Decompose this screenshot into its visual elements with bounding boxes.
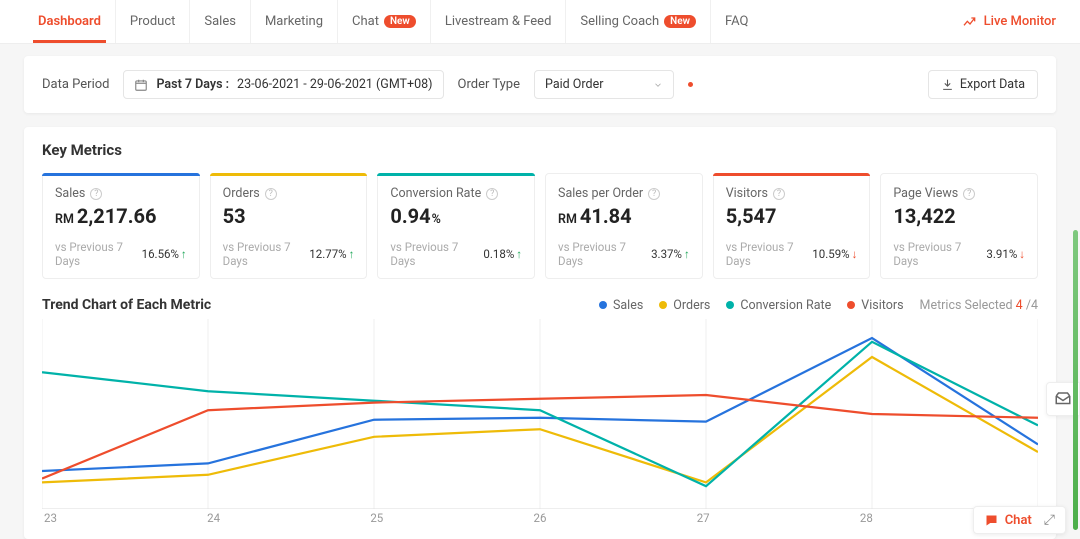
metric-value: RM41.84: [558, 204, 690, 228]
metric-compare: vs Previous 7 Days16.56%↑: [55, 240, 187, 268]
nav-item-faq[interactable]: FAQ: [711, 0, 762, 43]
legend-item-conversion-rate[interactable]: Conversion Rate: [726, 298, 831, 313]
top-nav: DashboardProductSalesMarketingChatNewLiv…: [0, 0, 1080, 44]
metrics-selected: Metrics Selected 4 /4: [920, 298, 1038, 313]
nav-item-chat[interactable]: ChatNew: [338, 0, 431, 43]
trend-x-axis: 23242526272829: [42, 511, 1038, 525]
metric-value: RM2,217.66: [55, 204, 187, 228]
export-label: Export Data: [960, 77, 1025, 92]
filter-panel: Data Period Past 7 Days : 23-06-2021 - 2…: [24, 56, 1056, 113]
help-icon[interactable]: ?: [773, 188, 785, 200]
scrollbar[interactable]: [1073, 230, 1078, 530]
metric-value: 0.94%: [390, 204, 522, 228]
nav-item-dashboard[interactable]: Dashboard: [24, 0, 116, 43]
arrow-up-icon: ↑: [516, 247, 522, 261]
metric-compare: vs Previous 7 Days3.37%↑: [558, 240, 690, 268]
chat-label: Chat: [1005, 513, 1032, 528]
nav-item-product[interactable]: Product: [116, 0, 190, 43]
help-icon[interactable]: ?: [963, 188, 975, 200]
metric-label: Sales per Order?: [558, 186, 690, 201]
help-icon[interactable]: ?: [486, 188, 498, 200]
metric-compare: vs Previous 7 Days0.18%↑: [390, 240, 522, 268]
metric-label: Sales?: [55, 186, 187, 201]
x-tick: 24: [207, 511, 220, 525]
new-badge: New: [664, 15, 696, 28]
metric-label: Page Views?: [893, 186, 1025, 201]
arrow-up-icon: ↑: [349, 247, 355, 261]
metric-compare: vs Previous 7 Days3.91%↓: [893, 240, 1025, 268]
legend-item-orders[interactable]: Orders: [659, 298, 710, 313]
inbox-icon: [1054, 390, 1072, 408]
arrow-down-icon: ↓: [1019, 247, 1025, 261]
expand-icon: ⤢: [1044, 512, 1055, 528]
x-tick: 23: [44, 511, 57, 525]
metric-label: Orders?: [223, 186, 355, 201]
nav-item-livestream-feed[interactable]: Livestream & Feed: [431, 0, 567, 43]
metric-card-orders[interactable]: Orders? 53 vs Previous 7 Days12.77%↑: [210, 173, 368, 279]
metric-value: 53: [223, 204, 355, 228]
nav-item-selling-coach[interactable]: Selling CoachNew: [566, 0, 711, 43]
trend-header: Trend Chart of Each Metric Sales Orders Co…: [42, 297, 1038, 313]
metric-card-sales[interactable]: Sales? RM2,217.66 vs Previous 7 Days16.56%…: [42, 173, 200, 279]
help-icon[interactable]: ?: [648, 188, 660, 200]
metrics-row: Sales? RM2,217.66 vs Previous 7 Days16.56%…: [42, 173, 1038, 279]
metric-compare: vs Previous 7 Days10.59%↓: [726, 240, 858, 268]
trend-legend: Sales Orders Conversion Rate Visitors Metri…: [599, 298, 1038, 313]
nav-item-sales[interactable]: Sales: [190, 0, 251, 43]
x-tick: 28: [860, 511, 873, 525]
x-tick: 27: [697, 511, 710, 525]
arrow-down-icon: ↓: [852, 247, 858, 261]
metric-label: Visitors?: [726, 186, 858, 201]
date-range-prefix: Past 7 Days :: [156, 77, 229, 92]
order-type-value: Paid Order: [545, 77, 603, 92]
metric-value: 13,422: [893, 204, 1025, 228]
order-type-select[interactable]: Paid Order: [534, 70, 674, 99]
calendar-icon: [134, 78, 148, 92]
arrow-up-icon: ↑: [181, 247, 187, 261]
chat-icon: [984, 513, 999, 528]
chevron-down-icon: [653, 80, 663, 90]
top-nav-items: DashboardProductSalesMarketingChatNewLiv…: [24, 0, 762, 43]
metric-card-sales-per-order[interactable]: Sales per Order? RM41.84 vs Previous 7 Day…: [545, 173, 703, 279]
new-badge: New: [384, 15, 416, 28]
download-icon: [941, 78, 954, 91]
date-range-picker[interactable]: Past 7 Days : 23-06-2021 - 29-06-2021 (G…: [123, 70, 443, 99]
legend-item-visitors[interactable]: Visitors: [847, 298, 903, 313]
date-range-value: 23-06-2021 - 29-06-2021 (GMT+08): [237, 77, 432, 92]
legend-item-sales[interactable]: Sales: [599, 298, 643, 313]
data-period-label: Data Period: [42, 77, 109, 92]
live-monitor-label: Live Monitor: [984, 14, 1056, 29]
key-metrics-panel: Key Metrics Sales? RM2,217.66 vs Previous …: [24, 127, 1056, 539]
arrow-up-icon: ↑: [684, 247, 690, 261]
chat-widget[interactable]: Chat ⤢: [973, 506, 1066, 534]
metric-card-conversion-rate[interactable]: Conversion Rate? 0.94% vs Previous 7 Days0…: [377, 173, 535, 279]
metric-value: 5,547: [726, 204, 858, 228]
live-monitor-icon: [962, 14, 978, 30]
nav-item-marketing[interactable]: Marketing: [251, 0, 338, 43]
trend-title: Trend Chart of Each Metric: [42, 297, 211, 313]
help-icon[interactable]: ?: [265, 188, 277, 200]
indicator-dot: [688, 82, 693, 87]
key-metrics-title: Key Metrics: [42, 141, 1038, 159]
x-tick: 26: [534, 511, 547, 525]
trend-chart: [42, 319, 1038, 509]
metric-compare: vs Previous 7 Days12.77%↑: [223, 240, 355, 268]
metric-label: Conversion Rate?: [390, 186, 522, 201]
metric-card-visitors[interactable]: Visitors? 5,547 vs Previous 7 Days10.59%↓: [713, 173, 871, 279]
export-button[interactable]: Export Data: [928, 70, 1038, 99]
metric-card-page-views[interactable]: Page Views? 13,422 vs Previous 7 Days3.91%…: [880, 173, 1038, 279]
live-monitor-link[interactable]: Live Monitor: [962, 14, 1056, 30]
order-type-label: Order Type: [458, 77, 520, 92]
help-icon[interactable]: ?: [90, 188, 102, 200]
x-tick: 25: [370, 511, 383, 525]
